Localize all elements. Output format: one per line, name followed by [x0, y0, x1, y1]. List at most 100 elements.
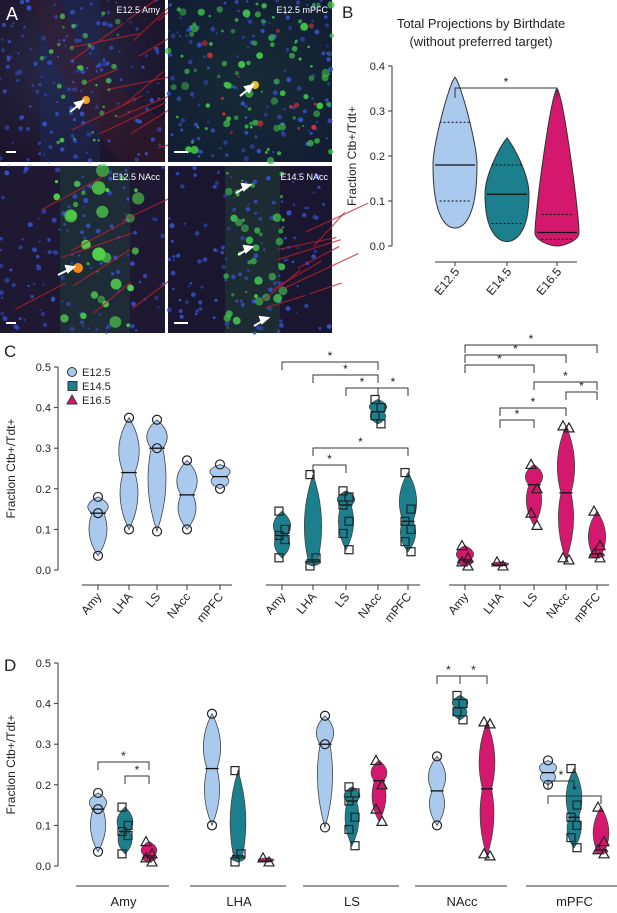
chart-d-0-1-point — [123, 820, 133, 831]
chart-c-0-2-point — [151, 414, 163, 425]
fiber — [297, 245, 340, 269]
fiber — [106, 76, 172, 91]
cell — [116, 270, 120, 274]
cell — [241, 148, 246, 153]
chart-d-4-1-point — [566, 763, 576, 774]
chart-d-4-s0-sig-star: * — [559, 768, 564, 782]
chart-c-s3-bracket — [345, 387, 379, 396]
chart-d-region-label-1: LHA — [226, 894, 252, 909]
cell — [304, 303, 309, 308]
cell — [310, 65, 313, 68]
chart-c-1-2-violin — [336, 490, 356, 551]
cell — [207, 121, 210, 124]
cell — [105, 331, 108, 335]
cell — [196, 126, 200, 129]
cell — [275, 28, 280, 33]
cell — [2, 89, 7, 94]
cell — [37, 141, 42, 145]
cell — [266, 176, 271, 181]
cell — [246, 269, 250, 272]
chart-d-1-2-point — [256, 851, 270, 863]
cell — [223, 120, 231, 128]
cell — [300, 36, 305, 42]
cell — [205, 103, 210, 108]
cell — [27, 284, 30, 288]
cell — [206, 66, 210, 70]
cell — [278, 281, 281, 285]
cell — [132, 192, 145, 205]
cell — [223, 273, 229, 279]
cell — [247, 46, 250, 49]
cell — [311, 97, 314, 100]
chart-d-2-0-point — [319, 822, 331, 833]
micrograph-label-4: E14.5 NAcc — [280, 172, 328, 182]
chart-c-1-1-point — [311, 553, 321, 563]
cell — [126, 197, 130, 201]
chart-d-tick-label: 0.0 — [36, 861, 51, 873]
chart-c-tick-label: 0.5 — [36, 362, 51, 374]
chart-c-s12-sig-star: * — [531, 395, 536, 409]
cell — [279, 90, 286, 97]
cell — [32, 283, 36, 286]
fiber — [309, 282, 342, 295]
cell — [0, 311, 4, 316]
highlight-cell — [82, 96, 90, 104]
cell — [240, 236, 245, 241]
chart-c-x-label: Amy — [262, 590, 288, 617]
cell — [35, 254, 40, 259]
chart-c-0-2-point — [151, 526, 163, 537]
cell — [41, 208, 47, 214]
cell — [217, 171, 220, 175]
cell — [52, 250, 55, 254]
chart-c-s11-sig-star: * — [579, 379, 584, 393]
chart-b-ylabel: Fraction Ctb+/Tdt+ — [345, 106, 359, 206]
cell — [252, 35, 255, 38]
chart-d-4-1-point — [572, 800, 582, 810]
chart-c-s3-sig-star: * — [360, 375, 365, 389]
cell — [298, 57, 302, 61]
chart-c-0-2-point — [151, 443, 163, 454]
cell — [189, 31, 195, 37]
cell — [236, 193, 240, 197]
cell — [278, 286, 288, 296]
chart-b-x-label-1: E14.5 — [483, 265, 514, 298]
cell — [321, 202, 326, 207]
chart-c-0-0-point — [92, 491, 104, 503]
legend-label-0: E12.5 — [82, 367, 111, 379]
cell — [55, 167, 61, 173]
cell — [183, 222, 186, 225]
cell — [297, 118, 300, 121]
chart-d-0-s1-bracket — [124, 775, 150, 784]
chart-c-2-1-point — [496, 559, 510, 571]
cell — [252, 244, 260, 252]
cell — [73, 154, 78, 160]
chart-b-violin-0 — [432, 76, 478, 229]
cell — [328, 66, 334, 72]
chart-d-3-s1-sig-star: * — [471, 663, 476, 677]
cell — [31, 84, 35, 87]
cell — [263, 248, 266, 251]
chart-c-2-3-point — [556, 551, 570, 563]
cell — [48, 49, 54, 54]
cell — [12, 22, 15, 25]
cell — [278, 122, 287, 131]
cell — [191, 292, 196, 298]
cell — [168, 217, 171, 220]
cell — [170, 84, 177, 91]
cell — [81, 79, 88, 85]
chart-d-3-2-point — [483, 849, 497, 861]
cell — [250, 258, 257, 265]
cell — [172, 287, 175, 291]
chart-c-2-3-point — [562, 553, 576, 565]
cell — [95, 328, 99, 331]
cell — [223, 140, 228, 145]
chart-c-s2-sig-star: * — [343, 362, 348, 376]
cell — [60, 314, 69, 323]
cell — [1, 195, 5, 200]
cell — [0, 248, 3, 252]
cell — [27, 222, 33, 228]
cell — [202, 257, 208, 263]
chart-d-2-2-point — [375, 815, 389, 826]
cell — [197, 8, 205, 16]
cell — [244, 276, 249, 281]
